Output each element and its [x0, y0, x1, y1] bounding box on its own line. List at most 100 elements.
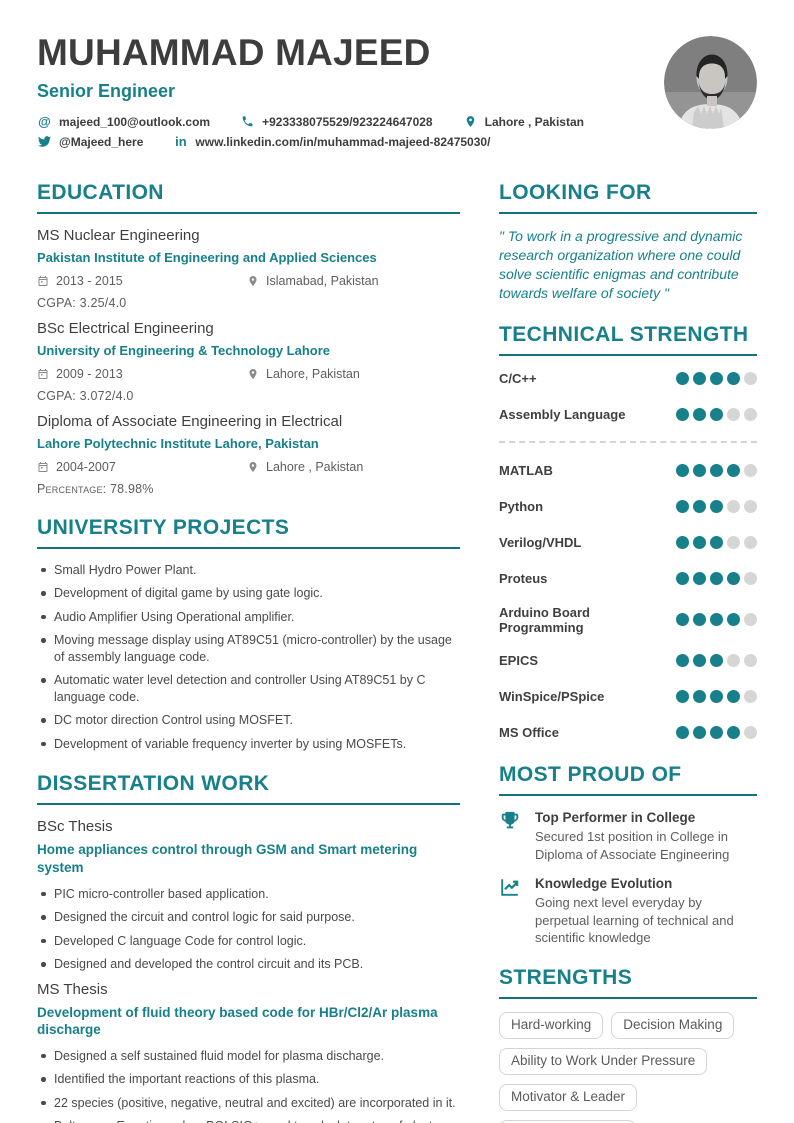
- location: Islamabad, Pakistan: [247, 274, 379, 288]
- skill-level-dots: [672, 372, 757, 386]
- location-pin-icon: [247, 461, 259, 473]
- skill-row: Proteus: [499, 569, 757, 589]
- bullet-item: Development of digital game by using gat…: [41, 585, 460, 602]
- resume-header: MUHAMMAD MAJEED Senior Engineer @ majeed_…: [37, 32, 757, 155]
- thesis-subtitle: Development of fluid theory based code f…: [37, 1004, 438, 1038]
- skill-name: Assembly Language: [499, 407, 626, 423]
- skill-dot: [676, 572, 689, 586]
- skill-dot: [727, 654, 740, 668]
- skill-dot: [693, 500, 706, 514]
- thesis-title: BSc Thesis: [37, 818, 113, 836]
- education-meta-row: 2004-2007 Lahore , Pakistan: [37, 460, 460, 474]
- contact-text: majeed_100@outlook.com: [59, 114, 211, 129]
- score-text: Percentage: 78.98%: [37, 481, 154, 496]
- date-range: 2009 - 2013: [37, 367, 247, 381]
- contact-item: Lahore , Pakistan: [463, 115, 584, 129]
- skill-dot: [676, 408, 689, 422]
- bullet-item: Identified the important reactions of th…: [41, 1071, 460, 1088]
- date-range: 2004-2007: [37, 460, 247, 474]
- theses-list: BSc Thesis Home appliances control throug…: [37, 818, 460, 1123]
- score-text: CGPA: 3.072/4.0: [37, 388, 134, 403]
- at-icon: @: [38, 114, 51, 130]
- location-pin-icon: [247, 275, 259, 287]
- skill-row: Arduino Board Programming: [499, 605, 757, 635]
- degree-title: Diploma of Associate Engineering in Elec…: [37, 412, 343, 430]
- skill-dot: [676, 536, 689, 550]
- section-university-projects: UNIVERSITY PROJECTS Small Hydro Power Pl…: [37, 516, 460, 753]
- skill-dot: [710, 654, 723, 668]
- objective-quote: " To work in a progressive and dynamic r…: [499, 227, 743, 301]
- thesis-title: MS Thesis: [37, 980, 108, 998]
- strength-tag: Hard-working: [499, 1012, 604, 1040]
- skill-name: MATLAB: [499, 463, 553, 479]
- contact-text: +923338075529/923224647028: [262, 114, 433, 129]
- skill-dot: [744, 654, 757, 668]
- twitter-icon: [37, 135, 52, 148]
- left-column: EDUCATION MS Nuclear Engineering Pakistan…: [37, 181, 460, 1123]
- skill-dot: [676, 613, 689, 627]
- location: Lahore , Pakistan: [247, 460, 363, 474]
- skill-level-dots: [672, 654, 757, 668]
- skill-dot: [693, 726, 706, 740]
- section-most-proud-of: MOST PROUD OF Top Performer in College Se…: [499, 763, 757, 947]
- contact-item[interactable]: @Majeed_here: [37, 135, 143, 149]
- bullet-item: PIC micro-controller based application.: [41, 886, 460, 903]
- skill-level-dots: [672, 500, 757, 514]
- proud-item: Top Performer in College Secured 1st posi…: [499, 809, 757, 863]
- location-pin-icon: [247, 368, 259, 380]
- skill-dot: [676, 690, 689, 704]
- skill-dot: [710, 464, 723, 478]
- contact-text: Lahore , Pakistan: [484, 114, 584, 129]
- proud-description: Secured 1st position in College in Diplo…: [535, 829, 730, 862]
- education-items: MS Nuclear Engineering Pakistan Institute…: [37, 227, 460, 496]
- skill-dot: [693, 372, 706, 386]
- most-proud-of-heading: MOST PROUD OF: [499, 763, 757, 796]
- profile-photo-graphic: [664, 36, 757, 129]
- education-item: Diploma of Associate Engineering in Elec…: [37, 413, 460, 496]
- contact-row: @ majeed_100@outlook.com +923338075529/923…: [37, 115, 614, 129]
- institution-name: Pakistan Institute of Engineering and Ap…: [37, 249, 377, 265]
- skill-dot: [727, 572, 740, 586]
- bullet-item: Designed and developed the control circu…: [41, 956, 460, 973]
- thesis-bullets: PIC micro-controller based application. D…: [37, 886, 460, 973]
- contact-text: www.linkedin.com/in/muhammad-majeed-8247…: [195, 134, 491, 149]
- phone-icon: [240, 115, 255, 128]
- skill-row: Assembly Language: [499, 405, 757, 425]
- skill-name: WinSpice/PSpice: [499, 689, 605, 705]
- skill-name: C/C++: [499, 371, 537, 387]
- person-name: MUHAMMAD MAJEED: [37, 32, 431, 73]
- skill-dot: [676, 654, 689, 668]
- contact-item[interactable]: in www.linkedin.com/in/muhammad-majeed-82…: [173, 135, 490, 149]
- section-strengths: STRENGTHS Hard-working Decision Making Abi…: [499, 966, 757, 1123]
- skill-name: MS Office: [499, 725, 559, 741]
- contact-item[interactable]: @ majeed_100@outlook.com: [37, 115, 210, 129]
- trophy-icon: [499, 810, 523, 834]
- content-columns: EDUCATION MS Nuclear Engineering Pakistan…: [37, 181, 757, 1123]
- contact-item: +923338075529/923224647028: [240, 115, 433, 129]
- location-text: Lahore , Pakistan: [266, 459, 364, 474]
- profile-photo: [664, 36, 757, 129]
- skills-list: C/C++ Assembly Language MATLAB Python Verilo…: [499, 369, 757, 743]
- dissertation-heading: DISSERTATION WORK: [37, 772, 460, 806]
- location-text: Islamabad, Pakistan: [266, 273, 379, 288]
- skill-dot: [710, 500, 723, 514]
- bullet-item: Boltzmann Equation solver BOLSIG+ used t…: [54, 1118, 460, 1123]
- job-title: Senior Engineer: [37, 80, 176, 101]
- strength-tag: Ability to Work Under Pressure: [499, 1048, 708, 1076]
- date-range: 2013 - 2015: [37, 274, 247, 288]
- skill-level-dots: [672, 408, 757, 422]
- skill-dot: [744, 536, 757, 550]
- education-meta-row: 2009 - 2013 Lahore, Pakistan: [37, 367, 460, 381]
- right-column: LOOKING FOR " To work in a progressive a…: [499, 181, 757, 1123]
- skill-name: Python: [499, 499, 544, 515]
- skill-dot: [744, 464, 757, 478]
- skill-dot: [693, 572, 706, 586]
- skill-dot: [693, 464, 706, 478]
- proud-text: Knowledge Evolution Going next level ever…: [535, 875, 757, 946]
- skill-dot: [693, 654, 706, 668]
- skill-level-dots: [672, 536, 757, 550]
- header-text-block: MUHAMMAD MAJEED Senior Engineer @ majeed_…: [37, 32, 614, 155]
- bullet-item: Designed a self sustained fluid model fo…: [41, 1048, 460, 1065]
- calendar-icon: [37, 275, 49, 287]
- skill-level-dots: [672, 572, 757, 586]
